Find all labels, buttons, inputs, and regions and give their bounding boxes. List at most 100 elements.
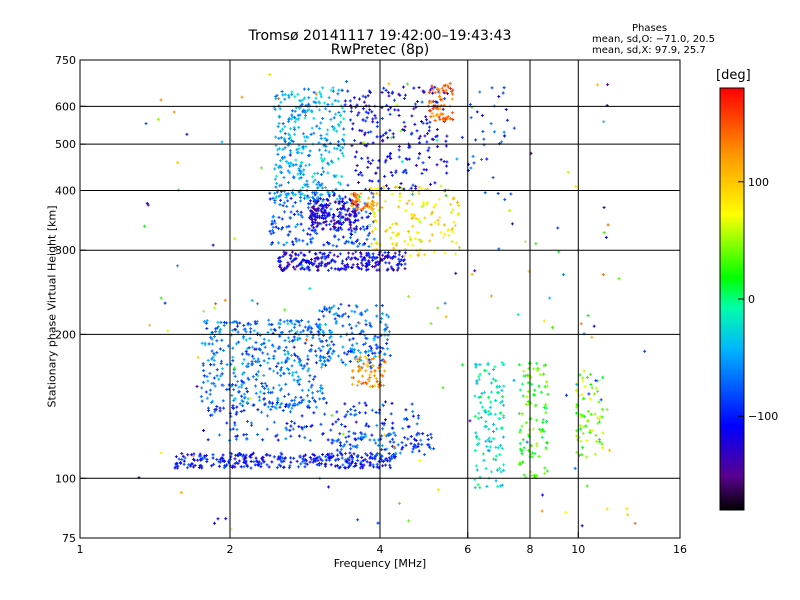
data-point [596,389,600,393]
data-point [359,431,363,435]
data-point [388,354,392,358]
data-point [273,349,277,353]
data-point [205,319,209,323]
data-point [366,233,370,237]
data-point [273,201,277,205]
data-point [451,208,455,212]
data-point [574,411,578,415]
data-point [193,463,197,467]
data-point [345,459,349,463]
data-point [497,417,501,421]
data-point [371,120,375,124]
data-point [231,355,235,359]
data-point [200,399,204,403]
data-point [502,384,506,388]
data-point [521,394,525,398]
data-point [362,435,366,439]
data-point [330,352,334,356]
data-point [319,173,323,177]
data-point [366,156,370,160]
data-point [295,330,299,334]
data-point [305,179,309,183]
data-point [502,403,506,407]
data-point [363,241,367,245]
data-point [338,268,342,272]
data-point [345,80,349,84]
data-point [480,391,484,395]
data-point [303,453,307,457]
data-point [578,424,582,428]
data-point [328,222,332,226]
data-point [330,340,334,344]
data-point [336,140,340,144]
data-point [306,259,310,263]
data-point [293,421,297,425]
data-point [312,131,316,135]
data-point [300,388,304,392]
data-point [242,323,246,327]
data-point [327,261,331,265]
data-point [319,339,323,343]
data-point [388,128,392,132]
data-point [293,201,297,205]
data-point [256,408,260,412]
data-point [433,90,437,94]
data-point [301,457,305,461]
data-point [293,353,297,357]
data-point [342,351,346,355]
data-point [546,392,550,396]
data-point [239,409,243,413]
data-point [246,362,250,366]
data-point [198,452,202,456]
data-point [360,382,364,386]
data-point [298,323,302,327]
data-point [360,258,364,262]
data-point [420,100,424,104]
data-point [277,321,281,325]
data-point [371,255,375,259]
data-point [271,228,275,232]
data-point [303,139,307,143]
data-point [366,377,370,381]
data-point [429,115,433,119]
data-point [211,355,215,359]
data-point [409,442,413,446]
data-point [411,243,415,247]
data-point [297,434,301,438]
data-point [364,351,368,355]
data-point [335,464,339,468]
data-point [586,314,590,318]
data-point [322,170,326,174]
data-point [242,358,246,362]
data-point [343,425,347,429]
data-point [199,458,203,462]
data-point [298,336,302,340]
data-point [540,435,544,439]
data-point [510,222,514,226]
data-point [351,369,355,373]
data-point [374,377,378,381]
data-point [370,191,374,195]
data-point [410,212,414,216]
data-point [307,399,311,403]
data-point [307,325,311,329]
data-point [319,462,323,466]
data-point [272,386,276,390]
data-point [301,132,305,136]
data-point [585,375,589,379]
data-point [368,344,372,348]
data-point [390,454,394,458]
data-point [385,325,389,329]
data-point [426,149,430,153]
data-point [516,313,520,317]
data-point [180,452,184,456]
data-point [256,433,260,437]
data-point [354,304,358,308]
data-point [341,146,345,150]
data-point [286,233,290,237]
data-point [225,421,229,425]
data-point [242,371,246,375]
data-point [489,381,493,385]
data-point [263,402,267,406]
data-point [361,459,365,463]
